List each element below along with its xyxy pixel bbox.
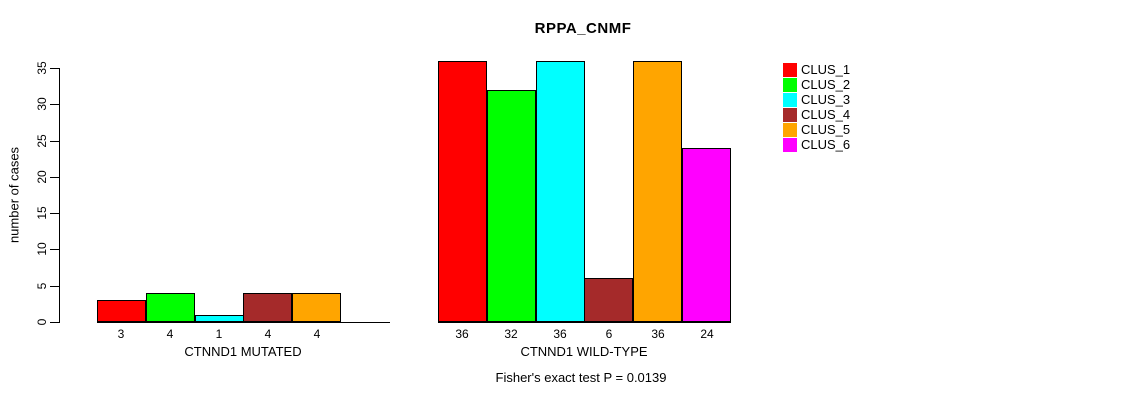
x-axis-baseline xyxy=(438,322,731,323)
y-tick-label: 30 xyxy=(35,97,49,111)
bar-clus_6-group2 xyxy=(682,148,731,322)
y-tick-label: 15 xyxy=(35,206,49,220)
bar-value-label: 4 xyxy=(264,327,272,341)
y-axis-tick xyxy=(50,104,59,105)
bar-value-label: 36 xyxy=(455,327,469,341)
y-tick-label: 5 xyxy=(35,282,49,290)
category-label: CTNND1 WILD-TYPE xyxy=(520,344,648,359)
bar-clus_4-group2 xyxy=(584,278,633,322)
bar-clus_1-group2 xyxy=(438,61,487,322)
legend-swatch-clus_3 xyxy=(783,93,797,107)
y-tick-label: 35 xyxy=(35,61,49,75)
bar-clus_2-group2 xyxy=(487,90,536,322)
bar-value-label: 36 xyxy=(651,327,665,341)
bar-clus_4-group1 xyxy=(243,293,292,322)
legend-label: CLUS_4 xyxy=(801,107,851,122)
legend-swatch-clus_2 xyxy=(783,78,797,92)
bar-value-label: 6 xyxy=(605,327,613,341)
bar-clus_1-group1 xyxy=(97,300,146,322)
legend-label: CLUS_1 xyxy=(801,62,851,77)
fisher-test-annotation: Fisher's exact test P = 0.0139 xyxy=(495,370,667,385)
y-axis-tick xyxy=(50,141,59,142)
legend-label: CLUS_5 xyxy=(801,122,851,137)
legend-swatch-clus_1 xyxy=(783,63,797,77)
bar-value-label: 32 xyxy=(504,327,518,341)
bar-value-label: 4 xyxy=(313,327,321,341)
category-label: CTNND1 MUTATED xyxy=(184,344,302,359)
y-axis-tick xyxy=(50,177,59,178)
legend-label: CLUS_2 xyxy=(801,77,851,92)
bar-value-label: 36 xyxy=(553,327,567,341)
x-axis-baseline xyxy=(97,322,390,323)
y-tick-label: 10 xyxy=(35,242,49,256)
bar-clus_2-group1 xyxy=(146,293,195,322)
legend-swatch-clus_6 xyxy=(783,138,797,152)
y-axis-tick xyxy=(50,213,59,214)
y-axis-tick xyxy=(50,249,59,250)
y-axis-tick xyxy=(50,322,59,323)
bar-value-label: 3 xyxy=(117,327,125,341)
bar-clus_3-group1 xyxy=(195,315,244,322)
bar-value-label: 24 xyxy=(700,327,714,341)
y-axis-title: number of cases xyxy=(6,146,22,244)
y-tick-label: 25 xyxy=(35,134,49,148)
bar-clus_5-group2 xyxy=(633,61,682,322)
y-tick-label: 0 xyxy=(35,318,49,326)
y-axis-tick xyxy=(50,68,59,69)
y-tick-label: 20 xyxy=(35,170,49,184)
legend-swatch-clus_5 xyxy=(783,123,797,137)
legend-label: CLUS_6 xyxy=(801,137,851,152)
legend-label: CLUS_3 xyxy=(801,92,851,107)
bar-value-label: 1 xyxy=(215,327,223,341)
bar-clus_3-group2 xyxy=(536,61,585,322)
bar-clus_5-group1 xyxy=(292,293,341,322)
chart-title: RPPA_CNMF xyxy=(534,20,632,37)
bar-value-label: 4 xyxy=(166,327,174,341)
y-axis-tick xyxy=(50,286,59,287)
y-axis-line xyxy=(59,68,60,323)
legend-swatch-clus_4 xyxy=(783,108,797,122)
